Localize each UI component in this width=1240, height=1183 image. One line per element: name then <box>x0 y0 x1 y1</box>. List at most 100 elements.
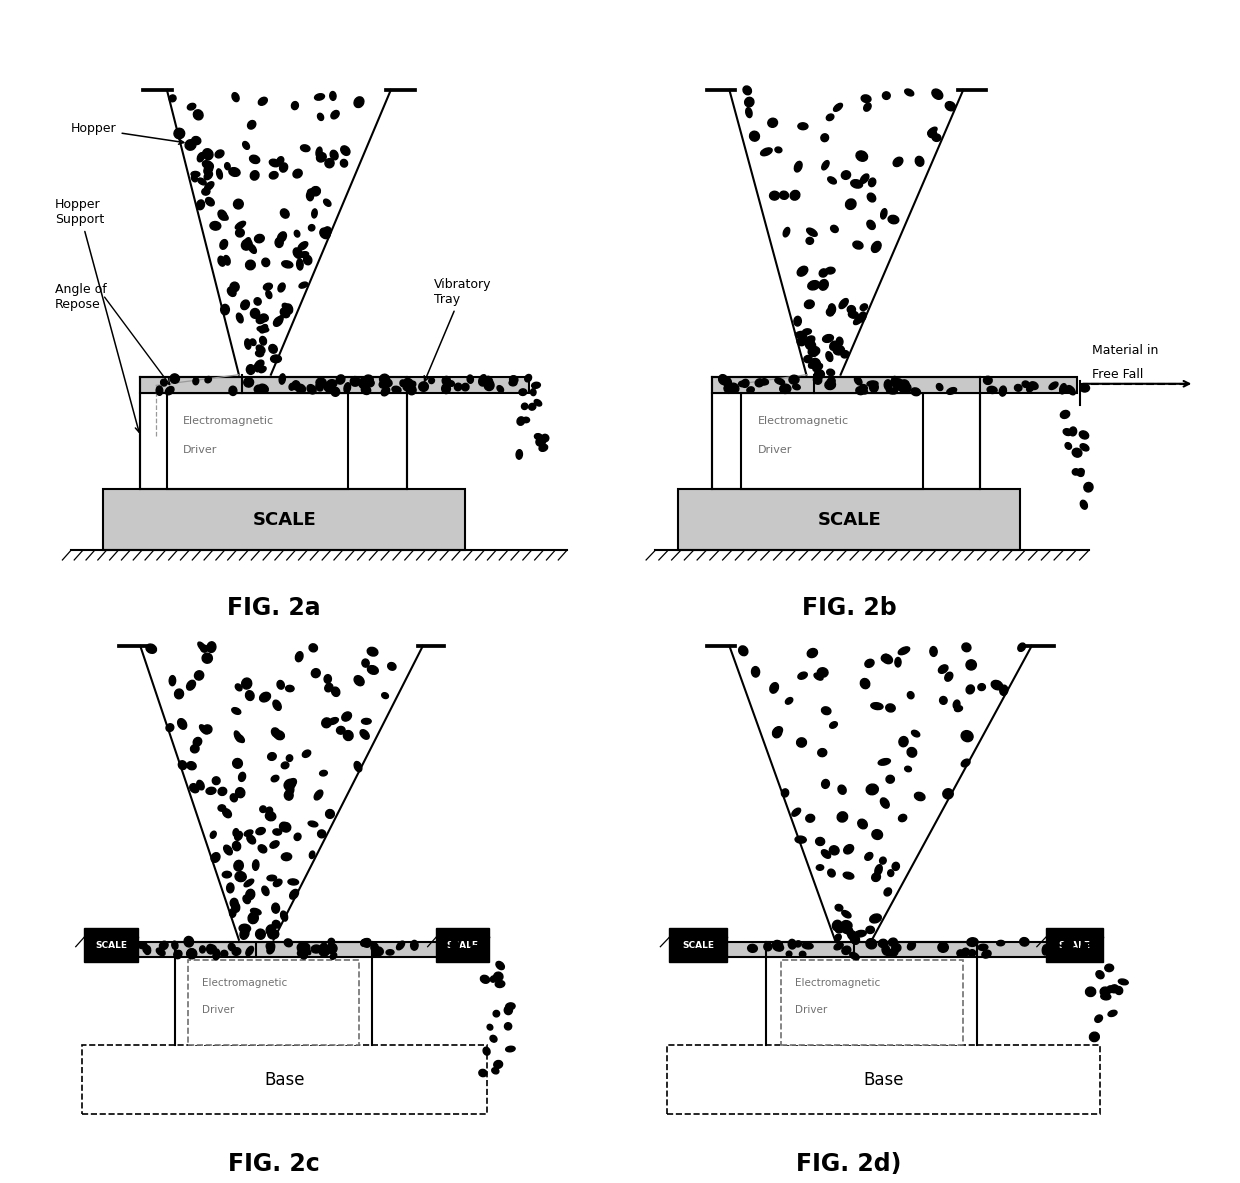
Ellipse shape <box>342 712 351 722</box>
Ellipse shape <box>456 951 466 961</box>
Ellipse shape <box>899 737 908 746</box>
Ellipse shape <box>213 951 219 959</box>
Ellipse shape <box>525 375 532 382</box>
Ellipse shape <box>538 438 546 445</box>
Ellipse shape <box>888 215 899 224</box>
Text: Base: Base <box>863 1071 904 1088</box>
Ellipse shape <box>401 380 405 387</box>
Ellipse shape <box>835 943 843 950</box>
Ellipse shape <box>802 943 813 949</box>
Ellipse shape <box>1054 952 1060 961</box>
Ellipse shape <box>784 227 790 237</box>
Ellipse shape <box>987 387 997 394</box>
Ellipse shape <box>494 972 503 981</box>
Ellipse shape <box>795 161 802 172</box>
Ellipse shape <box>843 845 853 854</box>
Ellipse shape <box>869 914 882 923</box>
Ellipse shape <box>223 845 232 855</box>
Ellipse shape <box>254 298 262 305</box>
Ellipse shape <box>231 898 238 907</box>
Ellipse shape <box>807 280 820 290</box>
Ellipse shape <box>146 644 156 653</box>
Ellipse shape <box>218 788 227 795</box>
Ellipse shape <box>868 179 875 187</box>
Ellipse shape <box>327 380 337 388</box>
Ellipse shape <box>185 140 196 150</box>
Ellipse shape <box>1085 987 1096 996</box>
Ellipse shape <box>202 653 212 664</box>
Ellipse shape <box>797 338 806 345</box>
Ellipse shape <box>826 308 835 316</box>
Ellipse shape <box>743 86 751 95</box>
Ellipse shape <box>940 697 947 704</box>
Ellipse shape <box>835 905 843 911</box>
Ellipse shape <box>293 248 303 258</box>
Ellipse shape <box>247 835 255 843</box>
Ellipse shape <box>516 450 522 459</box>
Ellipse shape <box>410 940 418 950</box>
Ellipse shape <box>236 221 246 230</box>
Ellipse shape <box>945 102 956 111</box>
Ellipse shape <box>1060 411 1070 419</box>
Ellipse shape <box>358 379 368 388</box>
Ellipse shape <box>795 331 806 338</box>
Ellipse shape <box>866 938 877 949</box>
Ellipse shape <box>817 749 827 757</box>
Ellipse shape <box>253 860 259 871</box>
Ellipse shape <box>221 950 228 957</box>
Ellipse shape <box>273 920 280 929</box>
Ellipse shape <box>838 786 846 794</box>
Ellipse shape <box>343 731 353 741</box>
Ellipse shape <box>1061 950 1071 959</box>
Ellipse shape <box>892 376 898 386</box>
Ellipse shape <box>745 108 753 117</box>
Ellipse shape <box>294 231 300 237</box>
Ellipse shape <box>813 673 823 680</box>
Ellipse shape <box>808 360 818 368</box>
Ellipse shape <box>325 684 332 692</box>
Ellipse shape <box>827 377 836 384</box>
Ellipse shape <box>441 383 450 394</box>
Ellipse shape <box>193 110 203 119</box>
Ellipse shape <box>861 679 869 689</box>
Ellipse shape <box>724 386 732 394</box>
Ellipse shape <box>1107 985 1114 993</box>
Ellipse shape <box>320 770 327 776</box>
Ellipse shape <box>789 375 799 384</box>
Ellipse shape <box>939 665 949 673</box>
Ellipse shape <box>1100 987 1110 996</box>
Ellipse shape <box>461 383 469 390</box>
Ellipse shape <box>831 225 838 233</box>
Bar <box>712 377 1078 393</box>
Ellipse shape <box>739 646 748 655</box>
Ellipse shape <box>301 944 310 953</box>
Ellipse shape <box>785 698 792 704</box>
Ellipse shape <box>1043 945 1048 955</box>
Bar <box>1047 927 1104 963</box>
Ellipse shape <box>937 943 949 952</box>
Ellipse shape <box>856 387 864 395</box>
Ellipse shape <box>506 1046 515 1052</box>
Ellipse shape <box>336 726 345 735</box>
Ellipse shape <box>438 939 445 948</box>
Ellipse shape <box>200 725 208 733</box>
Ellipse shape <box>978 684 986 691</box>
Ellipse shape <box>955 706 962 712</box>
Ellipse shape <box>231 282 239 292</box>
Ellipse shape <box>236 228 244 237</box>
Bar <box>712 393 981 490</box>
Ellipse shape <box>166 724 174 731</box>
Ellipse shape <box>244 238 250 247</box>
Ellipse shape <box>293 381 300 390</box>
Ellipse shape <box>485 376 492 387</box>
Ellipse shape <box>887 388 898 394</box>
Ellipse shape <box>1069 427 1076 435</box>
Ellipse shape <box>207 642 216 653</box>
Ellipse shape <box>745 97 754 106</box>
Ellipse shape <box>258 384 268 393</box>
Ellipse shape <box>285 685 294 692</box>
Ellipse shape <box>966 685 975 694</box>
Ellipse shape <box>864 659 874 667</box>
Ellipse shape <box>861 174 869 183</box>
Ellipse shape <box>248 244 257 253</box>
